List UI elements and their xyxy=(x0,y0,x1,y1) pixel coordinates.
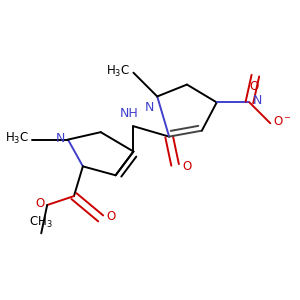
Text: O: O xyxy=(182,160,192,173)
Text: O: O xyxy=(107,210,116,224)
Text: CH$_3$: CH$_3$ xyxy=(29,215,53,230)
Text: O$^-$: O$^-$ xyxy=(273,115,292,128)
Text: NH: NH xyxy=(120,107,138,120)
Text: N: N xyxy=(145,101,154,114)
Text: O: O xyxy=(35,197,44,210)
Text: O: O xyxy=(249,80,259,93)
Text: H$_3$C: H$_3$C xyxy=(5,130,29,146)
Text: N: N xyxy=(56,132,65,145)
Text: N: N xyxy=(252,94,262,107)
Text: H$_3$C: H$_3$C xyxy=(106,64,130,79)
